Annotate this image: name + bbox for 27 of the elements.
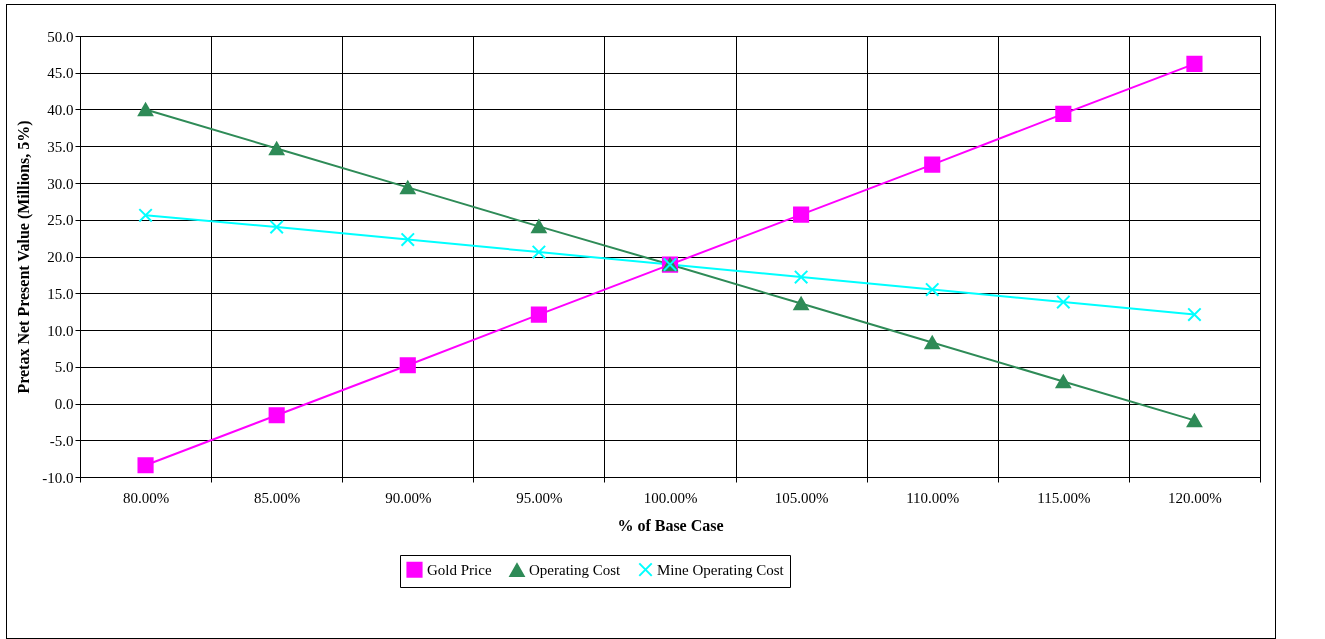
- y-tick-label: -5.0: [49, 432, 74, 449]
- x-tick-label: 80.00%: [122, 489, 170, 506]
- y-tick-label: 5.0: [54, 359, 74, 376]
- y-axis-title: Pretax Net Present Value (Millions, 5%): [15, 120, 34, 394]
- y-tick-label: 0.0: [54, 396, 74, 412]
- x-tick-label: 85.00%: [254, 489, 301, 506]
- y-tick-label: 20.0: [47, 249, 74, 265]
- legend-label: Gold Price: [427, 561, 492, 578]
- x-axis-title: % of Base Case: [617, 516, 724, 534]
- x-tick-label: 100.00%: [643, 489, 698, 506]
- y-tick-label: 25.0: [47, 212, 74, 229]
- y-tick-label: 50.0: [47, 28, 74, 45]
- x-tick-label: 115.00%: [1037, 489, 1091, 506]
- y-tick-label: -10.0: [42, 469, 74, 486]
- y-tick-label: 10.0: [47, 322, 74, 339]
- legend-label: Operating Cost: [529, 562, 622, 579]
- x-tick-label: 90.00%: [385, 489, 432, 506]
- x-tick-label: 110.00%: [906, 489, 960, 506]
- x-tick-label: 120.00%: [1168, 489, 1222, 506]
- y-tick-label: 35.0: [47, 138, 74, 155]
- y-tick-label: 30.0: [47, 175, 74, 192]
- legend-label: Mine Operating Cost: [657, 561, 785, 578]
- x-tick-label: 105.00%: [774, 489, 829, 506]
- y-tick-label: 45.0: [47, 65, 74, 82]
- y-tick-label: 40.0: [47, 102, 74, 118]
- x-tick-label: 95.00%: [516, 489, 563, 506]
- y-tick-label: 15.0: [47, 285, 74, 302]
